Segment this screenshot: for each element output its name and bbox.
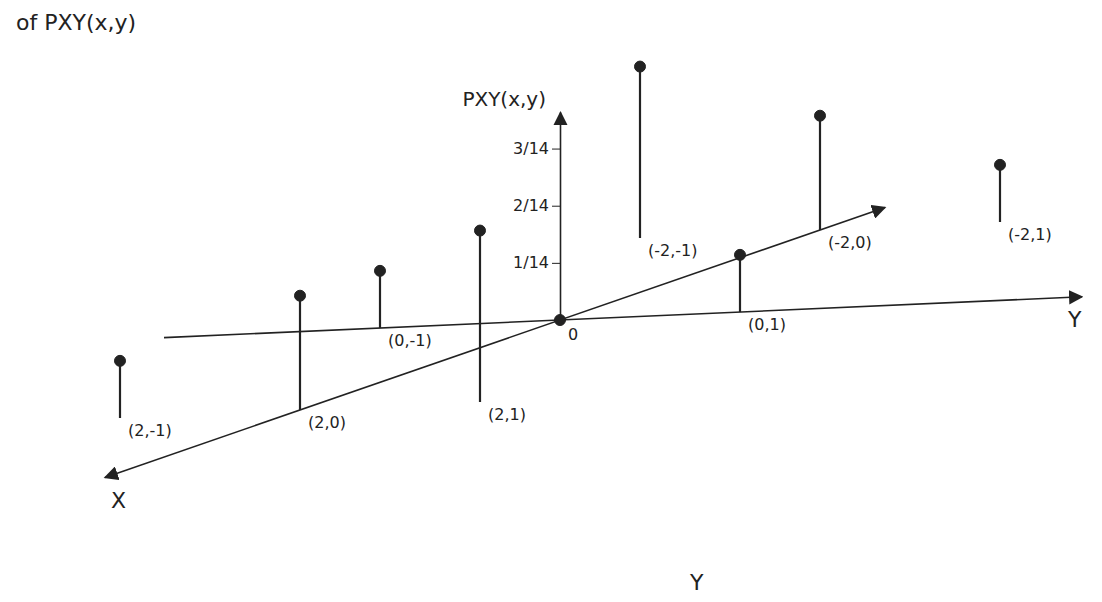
stem-marker — [995, 159, 1006, 170]
stem-marker — [555, 315, 566, 326]
point-label: (-2,-1) — [648, 241, 697, 260]
z-axis: 1/14 2/14 3/14 — [513, 113, 560, 321]
z-axis-line — [560, 113, 562, 321]
stem-marker — [635, 61, 646, 72]
y-axis-line — [164, 297, 1082, 338]
stem — [379, 271, 381, 328]
z-tick-label: 2/14 — [513, 196, 549, 215]
z-tick: 1/14 — [513, 253, 560, 272]
point-label: (2,1) — [488, 405, 526, 424]
point-label: (2,0) — [308, 413, 346, 432]
x-axis-title: X — [111, 488, 126, 513]
stem — [819, 116, 821, 230]
z-tick-mark — [552, 206, 560, 207]
origin-label: 0 — [568, 325, 578, 344]
point-label: (-2,1) — [1008, 225, 1052, 244]
stem — [119, 361, 121, 418]
z-tick: 3/14 — [513, 139, 560, 158]
z-tick-mark — [552, 263, 560, 264]
stem — [999, 165, 1001, 222]
y-axis-title: Y — [1067, 307, 1082, 332]
stem — [739, 255, 741, 312]
stem-marker — [815, 110, 826, 121]
stem-marker — [375, 265, 386, 276]
stem-marker — [115, 355, 126, 366]
stem-marker — [475, 225, 486, 236]
point-label: (2,-1) — [128, 421, 172, 440]
stem — [639, 67, 641, 238]
x-axis-line — [105, 208, 885, 478]
z-tick-mark — [552, 149, 560, 150]
z-tick-label: 1/14 — [513, 253, 549, 272]
stem-marker — [295, 290, 306, 301]
point-label: (0,1) — [748, 315, 786, 334]
axes: 1/14 2/14 3/14 — [105, 113, 1082, 478]
stem — [299, 296, 301, 410]
title: of PXY(x,y) — [16, 10, 136, 35]
z-tick: 2/14 — [513, 196, 560, 215]
z-axis-title: PXY(x,y) — [462, 87, 546, 111]
point-label: (0,-1) — [388, 331, 432, 350]
z-tick-label: 3/14 — [513, 139, 549, 158]
stem-marker — [735, 249, 746, 260]
point-label: (-2,0) — [828, 233, 872, 252]
annotation: Y — [689, 570, 704, 595]
texts: (-2,-1) (-2,0) (-2,1) (0,-1) (0,1) (2,-1) (2,0… — [16, 10, 1082, 595]
plot-area — [115, 61, 1006, 418]
stem — [479, 231, 481, 402]
chart: 1/14 2/14 3/14 (-2,-1) (-2,0) (-2,1) (0,-1) (0,… — [0, 0, 1102, 602]
